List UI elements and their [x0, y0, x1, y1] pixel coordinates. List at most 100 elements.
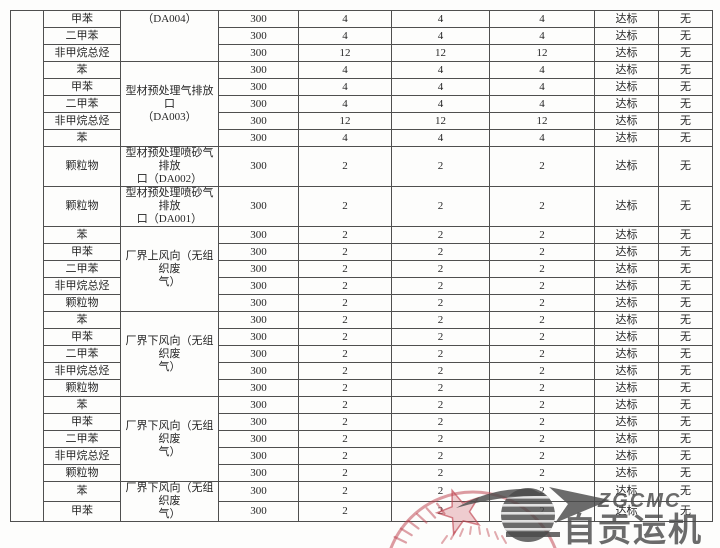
value-cell: 4: [298, 10, 392, 28]
pollutant-cell: 非甲烷总烃: [43, 447, 121, 465]
value-cell: 2: [391, 186, 490, 227]
value-cell: 300: [218, 277, 299, 295]
remark-cell: 无: [658, 501, 713, 522]
value-cell: 300: [218, 146, 299, 187]
value-cell: 2: [298, 146, 392, 187]
value-cell: 4: [489, 78, 595, 96]
remark-cell: 无: [658, 379, 713, 397]
status-cell: 达标: [594, 328, 659, 346]
remark-cell: 无: [658, 243, 713, 261]
pollutant-cell: 甲苯: [43, 501, 121, 522]
official-seal-stamp: [389, 488, 557, 548]
value-cell: 2: [489, 430, 595, 448]
table-row: 苯厂界上风向（无组织废 气） 300 2 2 2 达标无: [11, 226, 713, 312]
remark-cell: 无: [658, 226, 713, 244]
table-row: 颗粒物 300 2 2 2 达标无: [11, 464, 713, 482]
pollutant-cell: 甲苯: [43, 243, 121, 261]
value-cell: 2: [489, 464, 595, 482]
value-cell: 300: [218, 447, 299, 465]
status-cell: 达标: [594, 362, 659, 380]
value-cell: 4: [489, 129, 595, 147]
outlet-cell: 厂界上风向（无组织废 气）: [120, 226, 219, 312]
table-row: 颗粒物 型材预处理喷砂气排放 口（DA002） 300 2 2 2 达标无: [11, 146, 713, 187]
pollutant-cell: 二甲苯: [43, 430, 121, 448]
remark-cell: 无: [658, 112, 713, 130]
status-cell: 达标: [594, 501, 659, 522]
table-row: 非甲烷总烃 300 2 2 2 达标无: [11, 362, 713, 380]
remark-cell: 无: [658, 146, 713, 187]
value-cell: 300: [218, 294, 299, 312]
seal-circle-icon: [389, 490, 557, 548]
value-cell: 2: [391, 396, 490, 414]
pollutant-cell: 甲苯: [43, 413, 121, 431]
remark-cell: 无: [658, 311, 713, 329]
pollutant-cell: 甲苯: [43, 10, 121, 28]
pollutant-cell: 二甲苯: [43, 95, 121, 113]
value-cell: 2: [298, 362, 392, 380]
value-cell: 300: [218, 345, 299, 363]
value-cell: 2: [391, 243, 490, 261]
value-cell: 300: [218, 311, 299, 329]
value-cell: 4: [489, 10, 595, 28]
remark-cell: 无: [658, 277, 713, 295]
value-cell: 4: [391, 129, 490, 147]
value-cell: 4: [391, 61, 490, 79]
value-cell: 300: [218, 481, 299, 502]
seal-inner-text-marks: [441, 526, 507, 544]
remark-cell: 无: [658, 396, 713, 414]
value-cell: 2: [298, 345, 392, 363]
value-cell: 2: [298, 186, 392, 227]
value-cell: 2: [298, 294, 392, 312]
table-row: 颗粒物 300 2 2 2 达标无: [11, 294, 713, 312]
value-cell: 300: [218, 61, 299, 79]
value-cell: 12: [298, 112, 392, 130]
value-cell: 2: [298, 481, 392, 502]
value-cell: 2: [489, 226, 595, 244]
value-cell: 300: [218, 186, 299, 227]
table-row: 二甲苯 300 2 2 2 达标无: [11, 345, 713, 363]
value-cell: 2: [298, 464, 392, 482]
value-cell: 2: [391, 294, 490, 312]
value-cell: 2: [391, 345, 490, 363]
value-cell: 2: [298, 243, 392, 261]
value-cell: 4: [489, 95, 595, 113]
value-cell: 4: [298, 61, 392, 79]
value-cell: 4: [391, 78, 490, 96]
status-cell: 达标: [594, 277, 659, 295]
value-cell: 300: [218, 243, 299, 261]
value-cell: 300: [218, 362, 299, 380]
value-cell: 4: [489, 27, 595, 45]
pollutant-cell: 非甲烷总烃: [43, 362, 121, 380]
value-cell: 4: [391, 10, 490, 28]
value-cell: 300: [218, 413, 299, 431]
remark-cell: 无: [658, 447, 713, 465]
status-cell: 达标: [594, 294, 659, 312]
pollutant-cell: 甲苯: [43, 78, 121, 96]
pollutant-cell: 颗粒物: [43, 294, 121, 312]
seal-arc-text-marks: [393, 502, 446, 544]
status-cell: 达标: [594, 345, 659, 363]
value-cell: 2: [489, 328, 595, 346]
value-cell: 4: [298, 27, 392, 45]
status-cell: 达标: [594, 413, 659, 431]
pollutant-cell: 苯: [43, 311, 121, 329]
logo-sphere-icon: [501, 488, 555, 542]
table-row: 苯厂界下风向（无组织废 气） 300 2 2 2 达标无: [11, 311, 713, 397]
table-row: 非甲烷总烃 300 12 12 12 达标无: [11, 112, 713, 130]
table-row: 苯 300 4 4 4 达标无: [11, 129, 713, 147]
remark-cell: 无: [658, 78, 713, 96]
pollutant-cell: 苯: [43, 396, 121, 414]
remark-cell: 无: [658, 413, 713, 431]
status-cell: 达标: [594, 243, 659, 261]
value-cell: 2: [489, 243, 595, 261]
pollutant-cell: 苯: [43, 481, 121, 502]
value-cell: 2: [489, 345, 595, 363]
value-cell: 300: [218, 430, 299, 448]
company-logo: ZGCMC 自贡运机: [456, 487, 701, 548]
value-cell: 2: [391, 328, 490, 346]
remark-cell: 无: [658, 10, 713, 28]
pollutant-cell: 二甲苯: [43, 27, 121, 45]
table-row: 颗粒物 型材预处理喷砂气排放 口（DA001） 300 2 2 2 达标无: [11, 186, 713, 227]
